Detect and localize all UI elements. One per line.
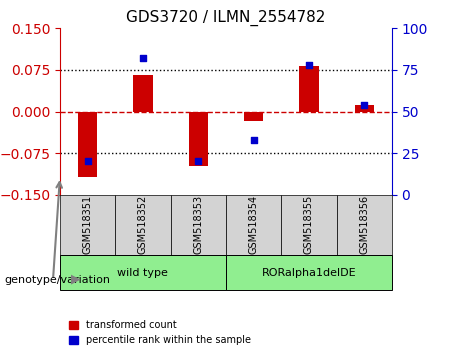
FancyBboxPatch shape bbox=[60, 255, 226, 290]
Text: ▶: ▶ bbox=[71, 272, 81, 285]
Point bbox=[361, 102, 368, 108]
Text: RORalpha1delDE: RORalpha1delDE bbox=[261, 268, 356, 278]
Bar bbox=[133, 75, 153, 112]
Bar bbox=[355, 105, 374, 112]
Bar bbox=[299, 66, 319, 112]
Point bbox=[139, 56, 147, 61]
Text: wild type: wild type bbox=[118, 268, 168, 278]
FancyBboxPatch shape bbox=[60, 195, 115, 255]
Text: GSM518351: GSM518351 bbox=[83, 195, 93, 255]
Point bbox=[84, 159, 91, 164]
FancyBboxPatch shape bbox=[171, 195, 226, 255]
FancyBboxPatch shape bbox=[337, 195, 392, 255]
Legend: transformed count, percentile rank within the sample: transformed count, percentile rank withi… bbox=[65, 316, 255, 349]
Text: GSM518353: GSM518353 bbox=[193, 195, 203, 255]
Point bbox=[250, 137, 257, 143]
Text: genotype/variation: genotype/variation bbox=[5, 275, 111, 285]
Text: GSM518354: GSM518354 bbox=[248, 195, 259, 255]
Text: GSM518355: GSM518355 bbox=[304, 195, 314, 255]
Bar bbox=[244, 112, 263, 121]
Point bbox=[305, 62, 313, 68]
Bar bbox=[189, 112, 208, 166]
Text: GSM518356: GSM518356 bbox=[359, 195, 369, 255]
Title: GDS3720 / ILMN_2554782: GDS3720 / ILMN_2554782 bbox=[126, 9, 325, 25]
Text: GSM518352: GSM518352 bbox=[138, 195, 148, 255]
Point bbox=[195, 159, 202, 164]
FancyBboxPatch shape bbox=[226, 195, 281, 255]
FancyBboxPatch shape bbox=[115, 195, 171, 255]
FancyBboxPatch shape bbox=[281, 195, 337, 255]
FancyBboxPatch shape bbox=[226, 255, 392, 290]
Bar bbox=[78, 112, 97, 177]
